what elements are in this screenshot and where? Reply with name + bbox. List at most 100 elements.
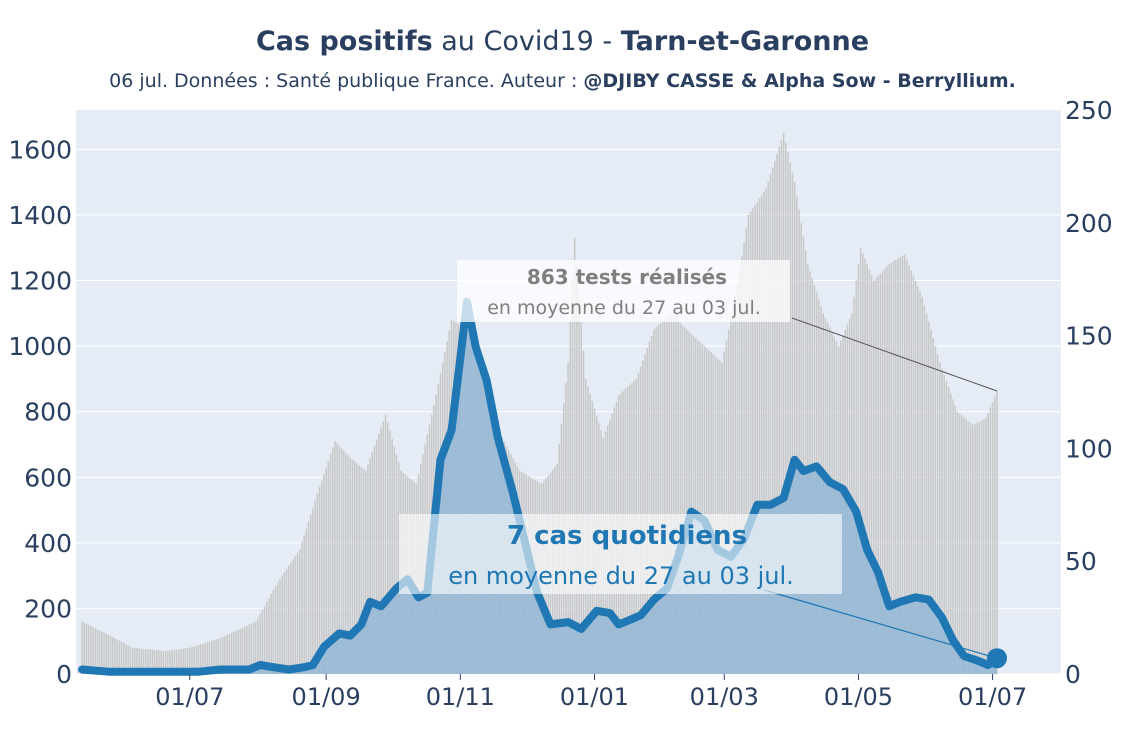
tests-bar xyxy=(925,313,928,674)
tests-bar xyxy=(254,621,257,674)
tests-bar xyxy=(980,420,983,674)
tests-bar xyxy=(752,208,754,675)
tests-bar xyxy=(987,412,989,674)
tests-bar xyxy=(356,463,358,674)
tests-bar xyxy=(301,542,303,674)
tests-bar xyxy=(367,464,369,674)
title-bold-part: Cas positifs xyxy=(255,26,433,57)
tests-bar xyxy=(173,649,176,674)
tests-bar xyxy=(756,201,759,674)
tests-bar xyxy=(147,649,149,674)
tests-bar xyxy=(976,422,978,674)
tests-bar xyxy=(156,650,158,674)
tests-bar xyxy=(679,322,682,674)
tests-bar xyxy=(670,313,673,674)
tests-bar xyxy=(145,649,147,674)
tests-bar xyxy=(688,331,690,674)
tests-bar xyxy=(125,644,127,674)
tests-bar xyxy=(879,273,882,674)
tests-bar xyxy=(864,258,866,674)
tests-bar xyxy=(881,271,884,674)
tests-bar xyxy=(200,644,202,674)
tests-bar xyxy=(384,414,387,674)
tests-bar xyxy=(272,590,275,674)
tests-bar xyxy=(250,623,253,674)
tests-bar xyxy=(375,439,378,674)
y-left-tick-label: 1400 xyxy=(8,201,72,230)
tests-bar xyxy=(804,250,807,674)
tests-bar xyxy=(94,628,96,674)
tests-bar xyxy=(710,352,712,674)
tests-bar xyxy=(312,507,314,674)
tests-bar xyxy=(906,259,908,674)
y-left-tick-label: 600 xyxy=(24,463,72,492)
tests-bar xyxy=(193,646,195,674)
y-right-tick-label: 100 xyxy=(1065,434,1113,463)
tests-annotation-box xyxy=(457,260,790,322)
tests-bar xyxy=(884,268,886,674)
tests-bar xyxy=(892,261,895,674)
tests-bar xyxy=(758,198,761,674)
tests-bar xyxy=(189,647,191,674)
cases-annotation-detail: en moyenne du 27 au 03 jul. xyxy=(448,562,794,590)
tests-bar xyxy=(195,645,198,674)
cases-annotation-box xyxy=(399,514,842,594)
tests-bar xyxy=(290,562,292,674)
tests-bar xyxy=(743,242,745,675)
y-right-tick-label: 150 xyxy=(1065,322,1113,351)
tests-bar xyxy=(747,214,750,674)
tests-bar xyxy=(92,627,94,674)
tests-bar xyxy=(360,466,363,674)
tests-bar xyxy=(160,650,162,674)
tests-bar xyxy=(723,351,726,674)
tests-bar xyxy=(265,601,268,674)
tests-bar xyxy=(963,417,965,674)
tests-bar xyxy=(730,318,732,674)
tests-bar xyxy=(90,625,92,674)
subtitle-author: @DJIBY CASSE & Alpha Sow - Berryllium. xyxy=(583,70,1016,92)
tests-bar xyxy=(699,341,701,674)
tests-bar xyxy=(316,493,319,674)
tests-bar xyxy=(800,223,803,674)
tests-bar xyxy=(932,337,934,674)
tests-bar xyxy=(303,535,305,674)
tests-bar xyxy=(349,457,352,674)
tests-bar xyxy=(105,633,107,674)
tests-bar xyxy=(270,593,272,674)
tests-bar xyxy=(650,335,653,674)
tests-bar xyxy=(327,460,330,674)
tests-bar xyxy=(292,559,294,674)
tests-bar xyxy=(908,264,910,674)
tests-bar xyxy=(362,468,365,674)
tests-bar xyxy=(213,640,215,674)
tests-bar xyxy=(782,132,785,674)
tests-bar xyxy=(725,340,728,674)
tests-bar xyxy=(248,624,250,674)
y-left-tick-label: 0 xyxy=(56,660,72,689)
tests-bar xyxy=(103,632,105,674)
tests-bar xyxy=(307,521,310,674)
tests-bar xyxy=(171,650,173,674)
tests-bar xyxy=(769,174,772,674)
tests-bar xyxy=(857,264,860,674)
tests-bar xyxy=(732,307,734,674)
tests-bar xyxy=(965,419,967,674)
tests-bar xyxy=(202,643,204,674)
tests-bar xyxy=(787,152,789,674)
tests-bar xyxy=(661,321,664,674)
tests-bar xyxy=(791,172,794,675)
tests-bar xyxy=(576,266,578,674)
tests-bar xyxy=(664,319,666,674)
tests-bar xyxy=(228,633,231,674)
tests-bar xyxy=(325,467,327,674)
tests-bar xyxy=(983,419,985,674)
tests-bar xyxy=(336,443,338,674)
tests-bar xyxy=(734,296,737,674)
title-mid-part: au Covid19 - xyxy=(432,26,621,57)
tests-bar xyxy=(138,648,140,674)
tests-bar xyxy=(287,565,290,674)
tests-bar xyxy=(197,644,200,674)
tests-bar xyxy=(741,255,743,674)
tests-bar xyxy=(708,350,710,674)
